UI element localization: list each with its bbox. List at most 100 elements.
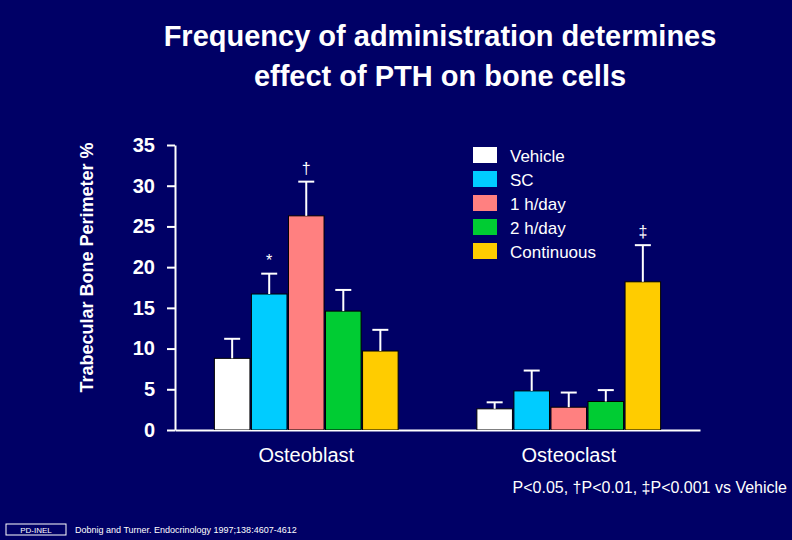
x-axis: Osteoblast Osteoclast [176,430,701,466]
bar [214,358,250,430]
y-tick: 5 [144,378,175,400]
y-tick: 20 [133,256,175,278]
error-bar-cap [561,392,577,394]
significance-marker: ‡ [638,223,647,240]
error-bar [487,402,503,409]
bar [251,294,287,430]
y-axis: 0 5 10 15 20 25 30 35 [133,134,176,441]
error-bar-stem [231,339,233,359]
y-tick-label: 15 [133,297,155,319]
series [363,245,661,430]
legend-item: Continuous [473,243,596,262]
y-tick-mark [167,267,175,269]
significance-marker: * [266,252,272,269]
legend: Vehicle SC 1 h/day 2 h/day Continuous [473,147,596,262]
error-bar-stem [342,290,344,311]
legend-label: 1 h/day [510,195,566,214]
bar [363,351,399,430]
legend-item: SC [473,171,534,190]
error-bar-stem [605,390,607,401]
error-bar-cap [524,370,540,372]
y-tick-mark [167,307,175,309]
error-bar [224,339,240,359]
background [0,0,792,540]
chart: Frequency of administration determines ef… [0,0,792,540]
source: Dobnig and Turner. Endocrinology 1997;13… [75,525,297,535]
error-bar [261,274,277,294]
legend-swatch [473,243,497,259]
error-bar [335,290,351,311]
bar [477,409,513,430]
error-bar-cap [635,244,651,246]
series [326,290,624,430]
y-tick-label: 35 [133,134,155,156]
y-tick: 25 [133,215,175,237]
y-tick-label: 0 [144,419,155,441]
y-tick-label: 25 [133,215,155,237]
y-tick-label: 5 [144,378,155,400]
bar [551,407,587,430]
y-axis-title: Trabecular Bone Perimeter % [77,142,97,392]
error-bar-cap [372,329,388,331]
error-bar [524,371,540,391]
error-bar-cap [487,401,503,403]
y-tick-mark [167,348,175,350]
title: Frequency of administration determines [164,20,717,52]
error-bar-cap [224,338,240,340]
logo: PD-INEL [20,526,52,535]
error-bar-stem [268,274,270,294]
legend-label: 2 h/day [510,219,566,238]
x-tick: Osteoblast [258,430,354,466]
bar [625,282,661,430]
y-tick-label: 20 [133,256,155,278]
error-bar-cap [598,389,614,391]
bar [514,391,550,430]
error-bar-stem [642,245,644,282]
error-bar [561,393,577,408]
y-axis-line [175,146,177,431]
legend-swatch [473,147,497,163]
title: effect of PTH on bone cells [254,60,626,92]
error-bar-stem [531,371,533,391]
x-tick-label: Osteoclast [522,444,617,466]
y-tick-mark [167,145,175,147]
y-tick: 35 [133,134,175,156]
plot-area [214,182,660,430]
error-bar-stem [305,182,307,216]
y-tick: 0 [144,419,175,441]
significance-marker: † [302,160,311,177]
series [288,182,586,430]
footnote: P<0.05, †P<0.01, ‡P<0.001 vs Vehicle [513,479,788,496]
bar [288,216,324,430]
error-bar-stem [568,393,570,408]
error-bar [298,182,314,216]
logo-frame [6,524,66,535]
error-bar [598,390,614,401]
y-tick-mark [167,430,175,432]
y-tick-label: 10 [133,337,155,359]
error-bar-cap [335,289,351,291]
y-tick-mark [167,185,175,187]
y-tick: 15 [133,297,175,319]
y-tick: 10 [133,337,175,359]
legend-label: Continuous [510,243,596,262]
legend-swatch [473,195,497,211]
bar [588,402,624,431]
x-tick-label: Osteoblast [258,444,354,466]
legend-item: Vehicle [473,147,565,166]
y-tick-label: 30 [133,175,155,197]
legend-swatch [473,171,497,187]
legend-item: 1 h/day [473,195,566,214]
y-tick: 30 [133,175,175,197]
y-tick-mark [167,226,175,228]
error-bar [372,330,388,351]
legend-label: SC [510,171,534,190]
error-bar [635,245,651,282]
error-bar-stem [379,330,381,351]
error-bar-cap [261,273,277,275]
x-tick: Osteoclast [522,430,617,466]
legend-label: Vehicle [510,147,565,166]
error-bar-cap [298,181,314,183]
legend-swatch [473,219,497,235]
y-tick-mark [167,389,175,391]
